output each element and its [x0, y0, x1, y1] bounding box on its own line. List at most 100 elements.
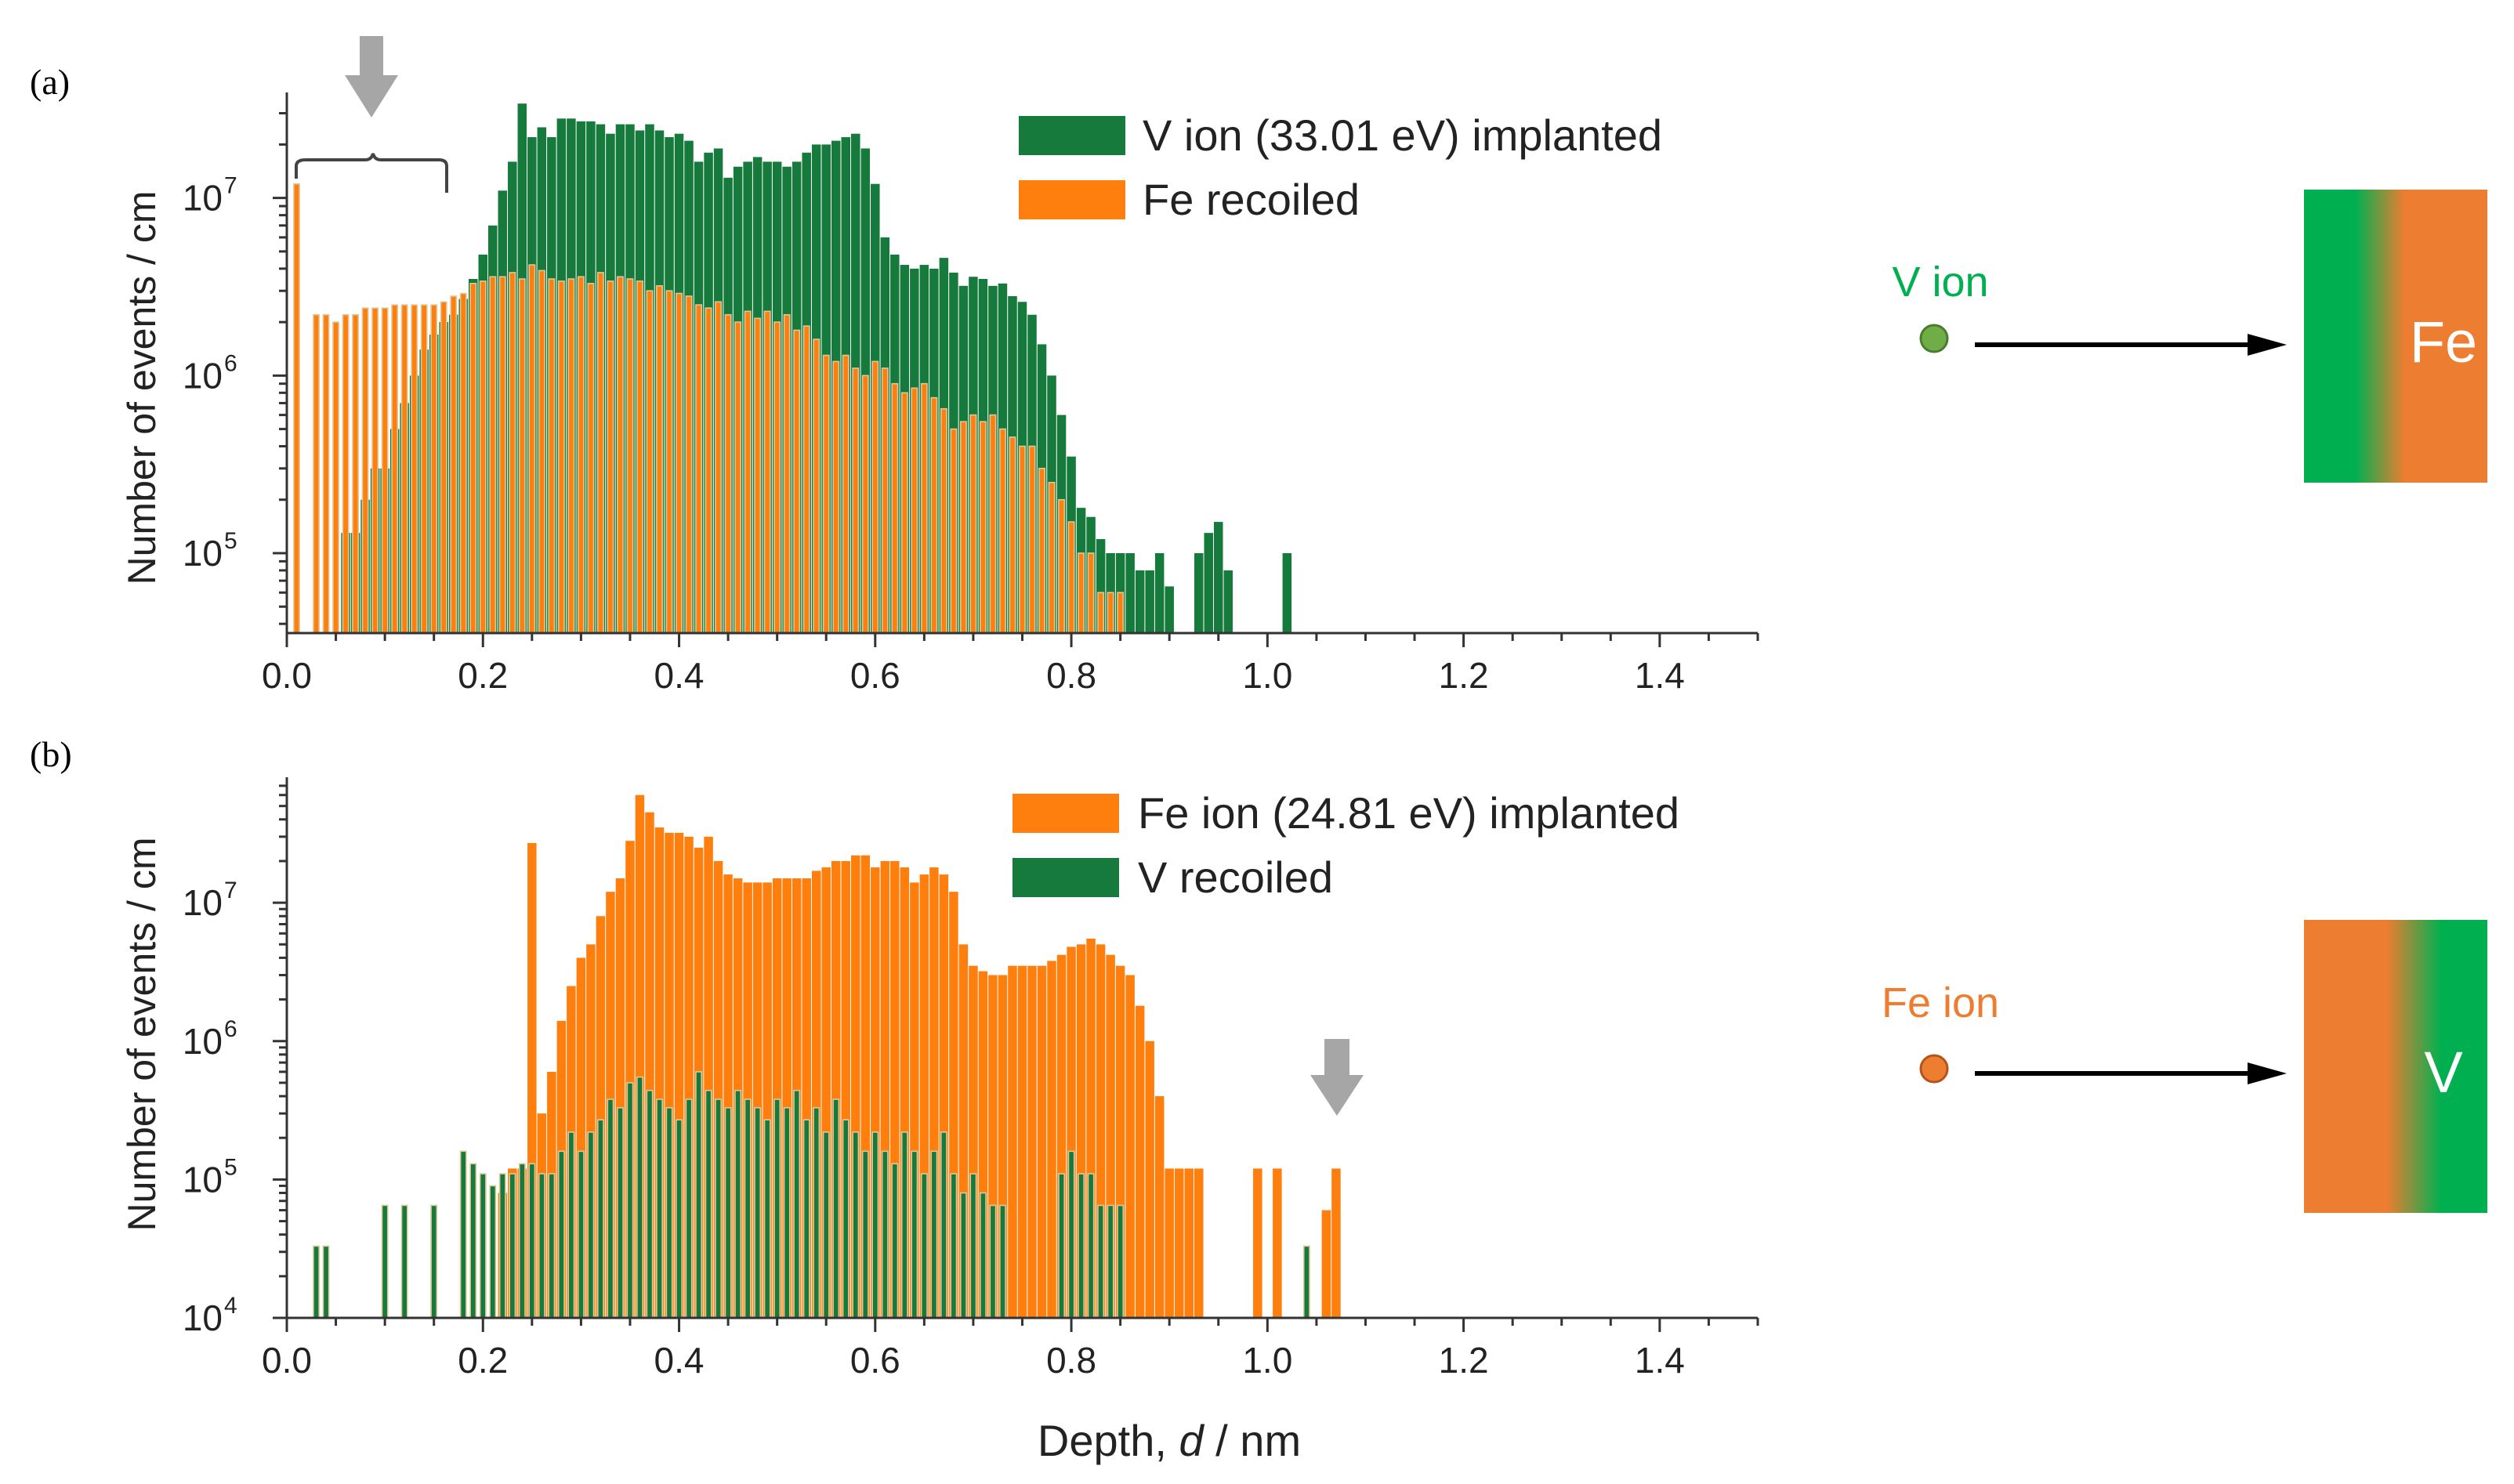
- panel-b-bar-s1: [645, 812, 654, 1318]
- panel-a-bar-s2: [900, 392, 908, 634]
- panel-b-bar-s1: [704, 836, 713, 1318]
- panel-a-bar-s2: [793, 329, 801, 634]
- panel-a-x-tick-label: 1.2: [1439, 655, 1489, 696]
- panel-b-bar-s1: [929, 867, 939, 1318]
- panel-a-bar-s2: [1038, 468, 1045, 634]
- panel-a-bar-s2: [420, 304, 428, 634]
- panel-a-bar-s2: [744, 310, 752, 634]
- panel-a-y-tick-label: 10: [183, 355, 223, 396]
- panel-b-bar-s2: [861, 1150, 869, 1319]
- panel-a-bar-s2: [861, 375, 869, 634]
- panel-b-bar-s2: [881, 1150, 889, 1319]
- panel-a-bar-s2: [980, 421, 987, 634]
- panel-b-bar-s1: [713, 860, 723, 1318]
- panel-a-bar-s2: [802, 325, 810, 634]
- panel-b-bar-s2: [754, 1106, 762, 1319]
- panel-a-x-tick-label: 0.2: [458, 655, 508, 696]
- panel-b-bar-s2: [528, 1163, 536, 1319]
- panel-b-bar-s1: [910, 882, 919, 1318]
- panel-a-y-tick-exponent: 6: [224, 350, 237, 376]
- panel-a-y-tick-label: 10: [183, 178, 223, 219]
- panel-b-bar-s2: [322, 1245, 330, 1319]
- panel-a-bar-s2: [293, 183, 300, 634]
- panel-a-bar-s2: [411, 304, 418, 634]
- panel-b-bar-s1: [860, 855, 871, 1318]
- panel-b-bar-s1: [615, 878, 625, 1318]
- panel-a-bar-s2: [332, 321, 340, 634]
- panel-b-bar-s2: [489, 1185, 497, 1319]
- panel-a-bar-s2: [783, 313, 791, 634]
- panel-b-bar-s1: [1106, 954, 1115, 1318]
- panel-b-bar-s2: [920, 1173, 928, 1319]
- panel-a-bar-s2: [557, 281, 565, 634]
- legend-a-swatch-2: [1019, 180, 1125, 219]
- panel-b-bar-s1: [1145, 1041, 1154, 1318]
- panel-b-bar-s2: [763, 1119, 771, 1319]
- panel-a-bar-s2: [754, 317, 762, 634]
- panel-a-bar-s1: [1214, 522, 1223, 633]
- panel-a-bar-s2: [665, 290, 673, 634]
- panel-b-bar-s1: [900, 867, 910, 1318]
- panel-a-bar-s2: [361, 307, 369, 634]
- panel-b-bar-s1: [625, 841, 635, 1318]
- panel-b-y-tick-label: 10: [183, 882, 223, 923]
- panel-a-bar-s2: [391, 304, 399, 634]
- panel-b-bar-s2: [617, 1106, 624, 1319]
- panel-b-bar-s1: [1165, 1168, 1174, 1318]
- panel-a-bar-s2: [607, 281, 614, 634]
- panel-b-bar-s2: [607, 1099, 614, 1319]
- panel-b-bar-s1: [1047, 961, 1056, 1318]
- panel-a-bar-s2: [1117, 592, 1125, 634]
- panel-a-bar-s2: [715, 301, 723, 634]
- legend-a-label-2: Fe recoiled: [1143, 175, 1360, 224]
- panel-b-bar-s1: [851, 855, 860, 1318]
- panel-b-x-tick-label: 1.0: [1242, 1340, 1292, 1381]
- panel-a-bar-s2: [959, 421, 967, 634]
- panel-a-bar-s2: [528, 264, 536, 634]
- legend-a-label-1: V ion (33.01 eV) implanted: [1143, 110, 1662, 160]
- panel-b-bar-s1: [752, 882, 763, 1318]
- panel-b-bar-s1: [1253, 1168, 1262, 1318]
- panel-a-bar-s2: [322, 313, 330, 634]
- panel-b-bar-s1: [1115, 965, 1125, 1318]
- panel-b-bar-s2: [891, 1163, 899, 1319]
- panel-b-bar-s1: [919, 874, 929, 1318]
- panel-b-x-tick-label: 1.4: [1635, 1340, 1685, 1381]
- panel-a-x-tick-label: 0.8: [1046, 655, 1096, 696]
- panel-a-bar-s2: [440, 301, 447, 634]
- panel-a-bar-s2: [1087, 552, 1095, 634]
- panel-b-bar-s2: [1087, 1173, 1095, 1319]
- x-axis-title-prefix: Depth,: [1038, 1416, 1179, 1465]
- panel-a-bar-s2: [871, 360, 879, 634]
- panel-a-bar-s2: [479, 281, 487, 634]
- panel-b-bar-s1: [665, 832, 674, 1318]
- panel-b-bar-s2: [313, 1245, 320, 1319]
- panel-b-bar-s1: [1331, 1168, 1341, 1318]
- panel-b-bar-s2: [538, 1173, 545, 1319]
- panel-b-bar-s1: [1056, 954, 1067, 1318]
- panel-b-bar-s1: [1135, 1005, 1145, 1318]
- panel-b-bar-s1: [527, 842, 537, 1318]
- panel-b-bar-s2: [557, 1150, 565, 1319]
- panel-a-bar-s2: [734, 321, 742, 634]
- panel-b-bar-s2: [900, 1131, 908, 1319]
- panel-b-bar-s2: [518, 1163, 526, 1319]
- panel-a-bar-s2: [509, 272, 516, 634]
- panel-b-y-tick-label: 10: [183, 1021, 223, 1062]
- panel-b-y-axis-title: Number of events / cm: [120, 838, 164, 1232]
- panel-a-bar-s2: [822, 354, 830, 634]
- panel-b: (b) Number of events / cm 0.0 0.2 0.4 0.6 0.…: [30, 734, 1759, 1465]
- panel-a-bar-s2: [1009, 436, 1016, 634]
- panel-a-bar-s2: [617, 276, 624, 634]
- panel-b-bar-s2: [646, 1089, 654, 1319]
- schematic-a: V ion Fe: [1892, 190, 2487, 483]
- down-arrow-icon: [1310, 1039, 1364, 1116]
- legend-b-swatch-1: [1012, 794, 1119, 833]
- arrow-right-icon: [2248, 334, 2287, 356]
- panel-a-bar-s1: [1194, 553, 1204, 633]
- legend-b-label-1: Fe ion (24.81 eV) implanted: [1138, 788, 1679, 838]
- legend-b-label-2: V recoiled: [1138, 852, 1333, 902]
- panel-a-bar-s2: [695, 304, 702, 634]
- panel-a-bar-s2: [852, 367, 860, 634]
